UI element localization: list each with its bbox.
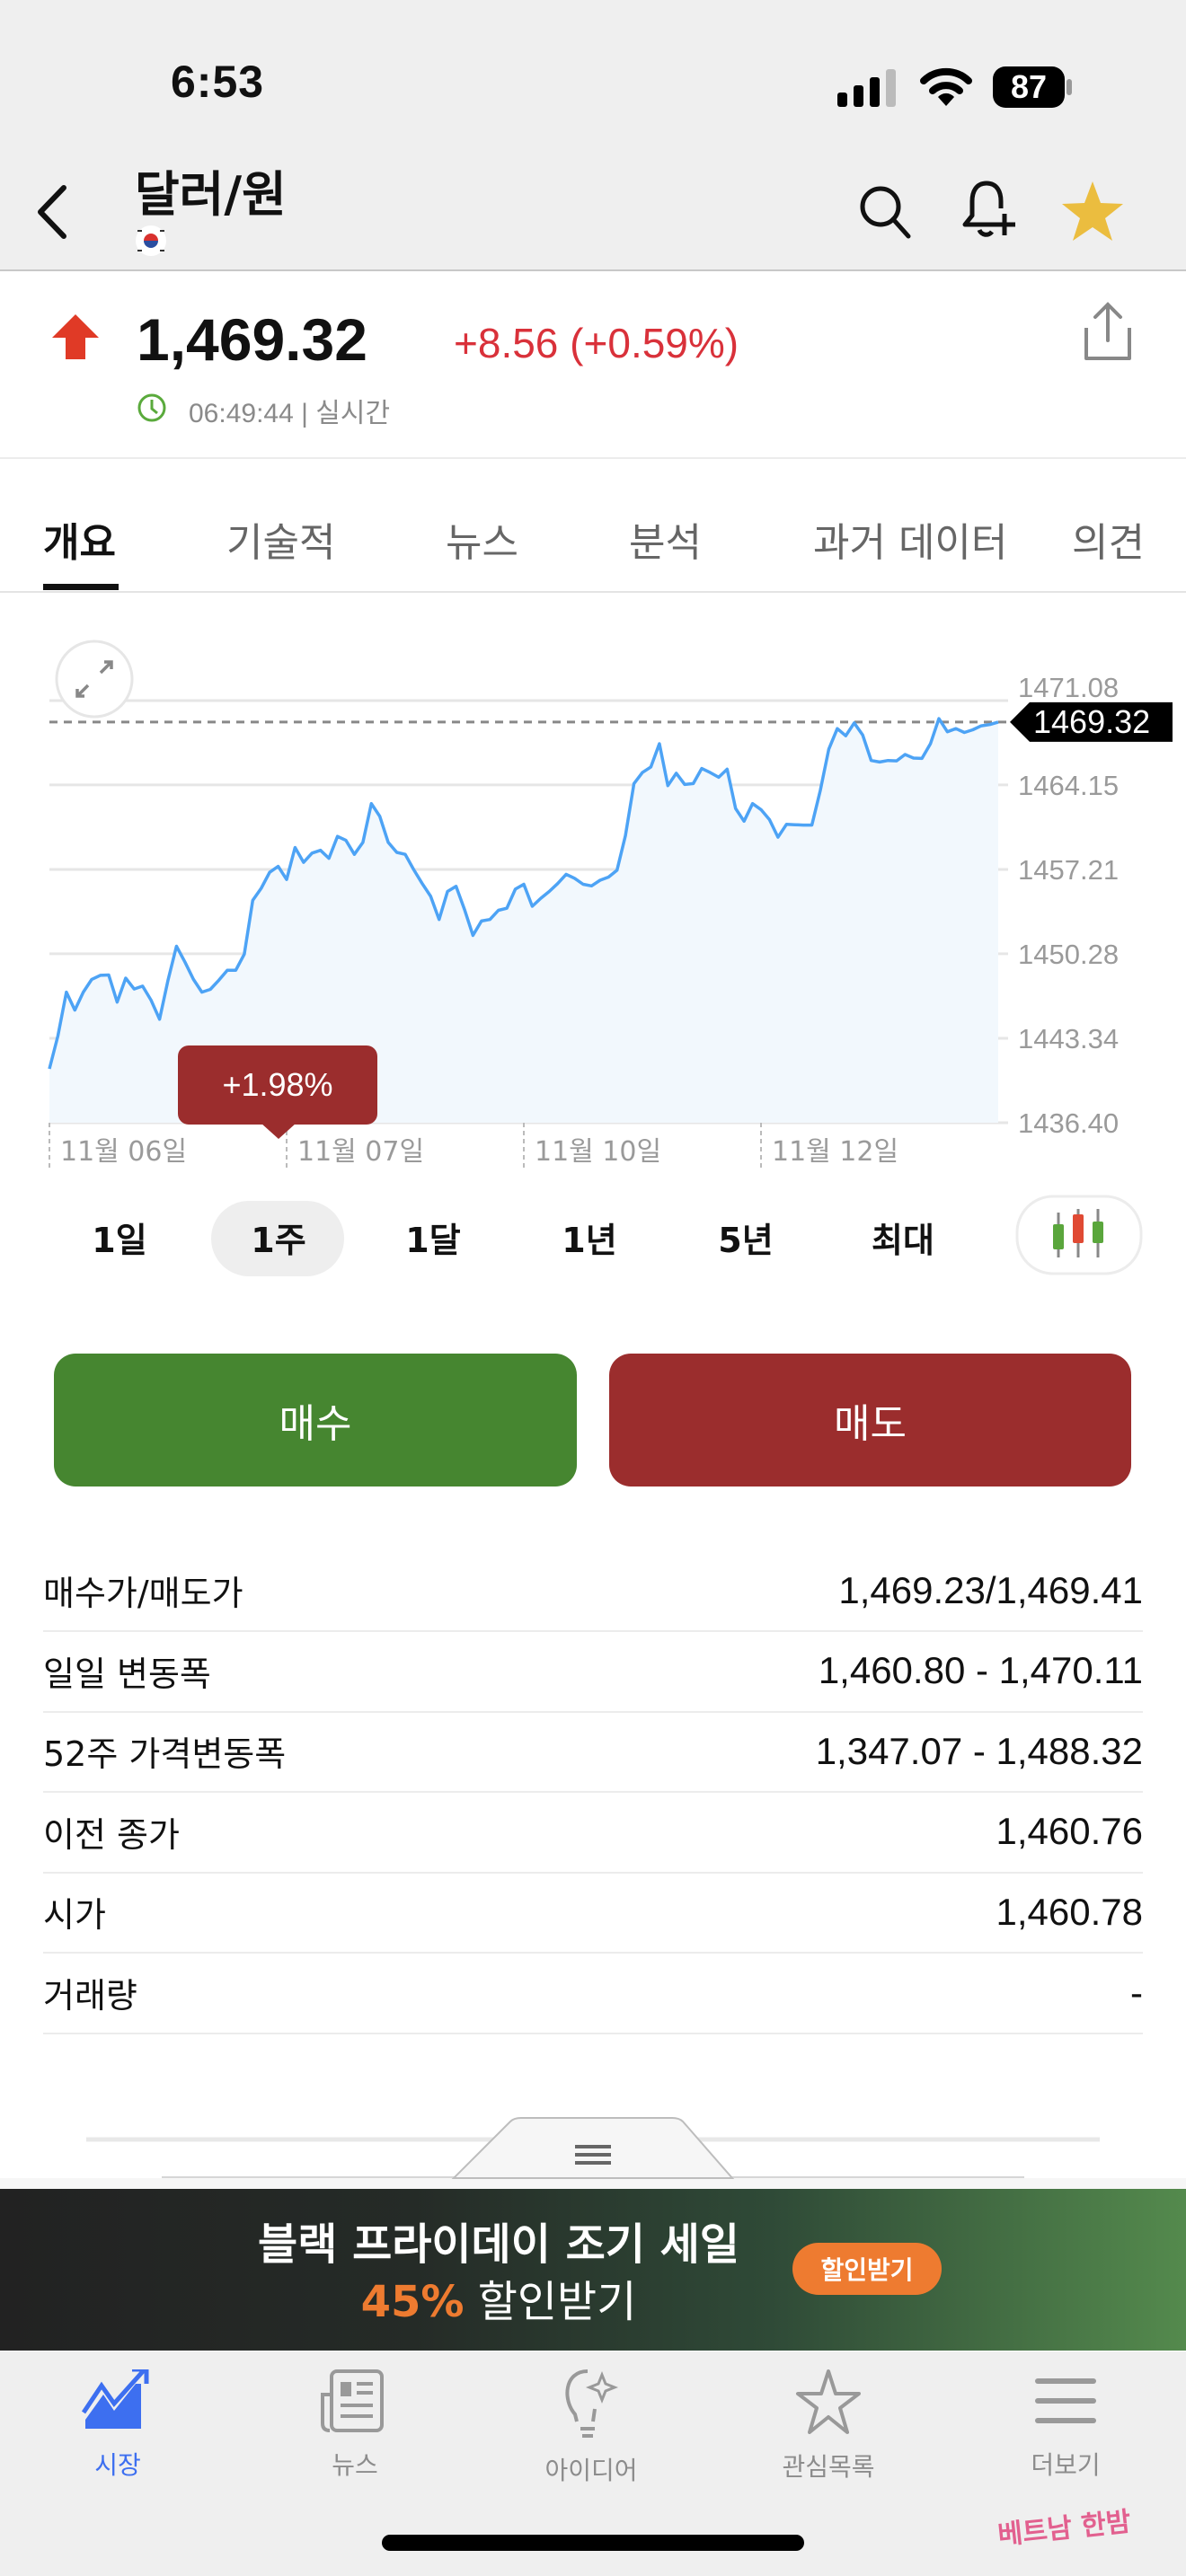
y-tick-label: 1457.21 <box>1018 854 1119 886</box>
home-indicator <box>382 2535 804 2551</box>
change-tooltip: +1.98% <box>178 1045 377 1125</box>
menu-handle-icon <box>575 2145 611 2165</box>
star-icon[interactable] <box>1060 180 1125 243</box>
range-5y[interactable]: 5년 <box>718 1221 774 1260</box>
tab-technical[interactable]: 기술적 <box>226 520 336 566</box>
ad-subline-text: 할인받기 <box>464 2277 637 2327</box>
nav-news[interactable]: 뉴스 <box>265 2369 445 2482</box>
stat-row: 이전 종가 1,460.76 <box>43 1792 1143 1874</box>
tab-news[interactable]: 뉴스 <box>446 520 518 566</box>
page-title: 달러/원 <box>135 166 287 223</box>
wifi-icon <box>920 67 972 106</box>
quote-time: 06:49:44 | 실시간 <box>189 399 391 428</box>
buy-button[interactable]: 매수 <box>54 1354 577 1486</box>
ad-banner[interactable]: 블랙 프라이데이 조기 세일 45% 할인받기 할인받기 <box>0 2189 1186 2351</box>
back-icon[interactable] <box>31 184 76 240</box>
price-line <box>48 717 999 1070</box>
stat-label: 시가 <box>43 1895 106 1936</box>
tab-historical-data[interactable]: 과거 데이터 <box>813 520 1008 566</box>
nav-more[interactable]: 더보기 <box>976 2369 1155 2482</box>
nav-label: 시장 <box>94 2450 141 2480</box>
stat-row: 52주 가격변동폭 1,347.07 - 1,488.32 <box>43 1711 1143 1794</box>
selected-range-pill <box>211 1201 344 1276</box>
hamburger-icon <box>1035 2378 1096 2423</box>
share-icon[interactable] <box>1083 301 1133 364</box>
price-chart[interactable]: 1471.08 1464.15 1457.21 1450.28 1443.34 1436.… <box>0 629 1186 1186</box>
stat-value: 1,460.80 - 1,470.11 <box>818 1649 1143 1692</box>
battery-icon: 87 <box>993 66 1065 108</box>
stat-row: 일일 변동폭 1,460.80 - 1,470.11 <box>43 1631 1143 1713</box>
stat-value: - <box>1130 1971 1143 2014</box>
stat-label: 일일 변동폭 <box>43 1654 211 1694</box>
nav-label: 관심목록 <box>782 2452 875 2482</box>
south-korea-flag-icon <box>136 225 166 256</box>
stat-value: 1,469.23/1,469.41 <box>838 1568 1143 1611</box>
expand-icon <box>75 660 113 698</box>
newspaper-icon <box>321 2369 384 2432</box>
ad-subline: 45% 할인받기 <box>0 2266 997 2329</box>
range-1m[interactable]: 1달 <box>405 1221 461 1260</box>
up-arrow-icon <box>52 314 99 359</box>
nav-label: 더보기 <box>1031 2450 1101 2480</box>
markets-chart-icon <box>81 2367 149 2429</box>
x-tick-label: 11월 12일 <box>772 1136 898 1168</box>
ad-headline: 블랙 프라이데이 조기 세일 <box>258 2219 739 2270</box>
range-1y[interactable]: 1년 <box>562 1221 617 1260</box>
chart-area-fill <box>49 719 998 1123</box>
search-icon[interactable] <box>858 184 914 240</box>
current-price: 1,469.32 <box>137 306 367 373</box>
divider <box>0 457 1186 459</box>
last-price-label: 1469.32 <box>1033 703 1150 740</box>
stat-value: 1,460.78 <box>996 1890 1144 1933</box>
clock-icon <box>137 393 166 422</box>
x-tick-label: 11월 06일 <box>60 1136 187 1168</box>
nav-ideas[interactable]: 아이디어 <box>501 2369 681 2487</box>
candlestick-icon <box>1053 1209 1103 1257</box>
stat-label: 매수가/매도가 <box>43 1574 243 1613</box>
ad-cta-button[interactable]: 할인받기 <box>792 2243 942 2295</box>
y-tick-label: 1443.34 <box>1018 1023 1119 1054</box>
star-outline-icon <box>796 2369 861 2434</box>
stat-row: 매수가/매도가 1,469.23/1,469.41 <box>43 1550 1143 1632</box>
sell-button[interactable]: 매도 <box>609 1354 1131 1486</box>
stat-value: 1,460.76 <box>996 1810 1144 1853</box>
signal-icon <box>837 69 896 107</box>
expand-chart-button[interactable] <box>54 639 135 719</box>
nav-label: 아이디어 <box>544 2456 638 2485</box>
nav-watchlist[interactable]: 관심목록 <box>739 2369 918 2483</box>
stat-row: 시가 1,460.78 <box>43 1872 1143 1954</box>
x-tick-label: 11월 07일 <box>297 1136 424 1168</box>
tooltip-pointer <box>261 1123 296 1139</box>
range-1d[interactable]: 1일 <box>92 1221 147 1260</box>
price-change: +8.56 (+0.59%) <box>454 320 739 366</box>
y-tick-label: 1450.28 <box>1018 939 1119 970</box>
tab-opinions[interactable]: 의견 <box>1072 520 1145 566</box>
stat-row: 거래량 - <box>43 1953 1143 2034</box>
y-tick-label: 1436.40 <box>1018 1107 1119 1139</box>
lightbulb-sparkle-icon <box>565 2369 619 2438</box>
tab-overview[interactable]: 개요 <box>43 520 116 566</box>
last-price-badge <box>1010 701 1173 742</box>
status-time: 6:53 <box>171 57 265 107</box>
candlestick-toggle-button[interactable] <box>1015 1195 1143 1275</box>
stat-value: 1,347.07 - 1,488.32 <box>815 1729 1143 1772</box>
stat-label: 거래량 <box>43 1976 137 2016</box>
tab-bar: 개요 기술적 뉴스 분석 과거 데이터 의견 <box>0 503 1186 593</box>
nav-label: 뉴스 <box>332 2450 378 2480</box>
y-tick-label: 1471.08 <box>1018 672 1119 703</box>
active-tab-indicator <box>43 584 119 590</box>
drawer-handle[interactable] <box>0 2111 1186 2190</box>
tab-analysis[interactable]: 분석 <box>629 520 702 566</box>
range-1w[interactable]: 1주 <box>251 1221 306 1260</box>
stat-label: 52주 가격변동폭 <box>43 1734 287 1775</box>
y-tick-label: 1464.15 <box>1018 770 1119 801</box>
battery-cap <box>1067 79 1072 95</box>
x-tick-label: 11월 10일 <box>535 1136 661 1168</box>
ad-discount: 45% <box>360 2277 465 2327</box>
stat-label: 이전 종가 <box>43 1814 180 1855</box>
bell-plus-icon[interactable] <box>960 180 1017 243</box>
nav-markets[interactable]: 시장 <box>28 2367 208 2482</box>
range-max[interactable]: 최대 <box>872 1221 934 1260</box>
